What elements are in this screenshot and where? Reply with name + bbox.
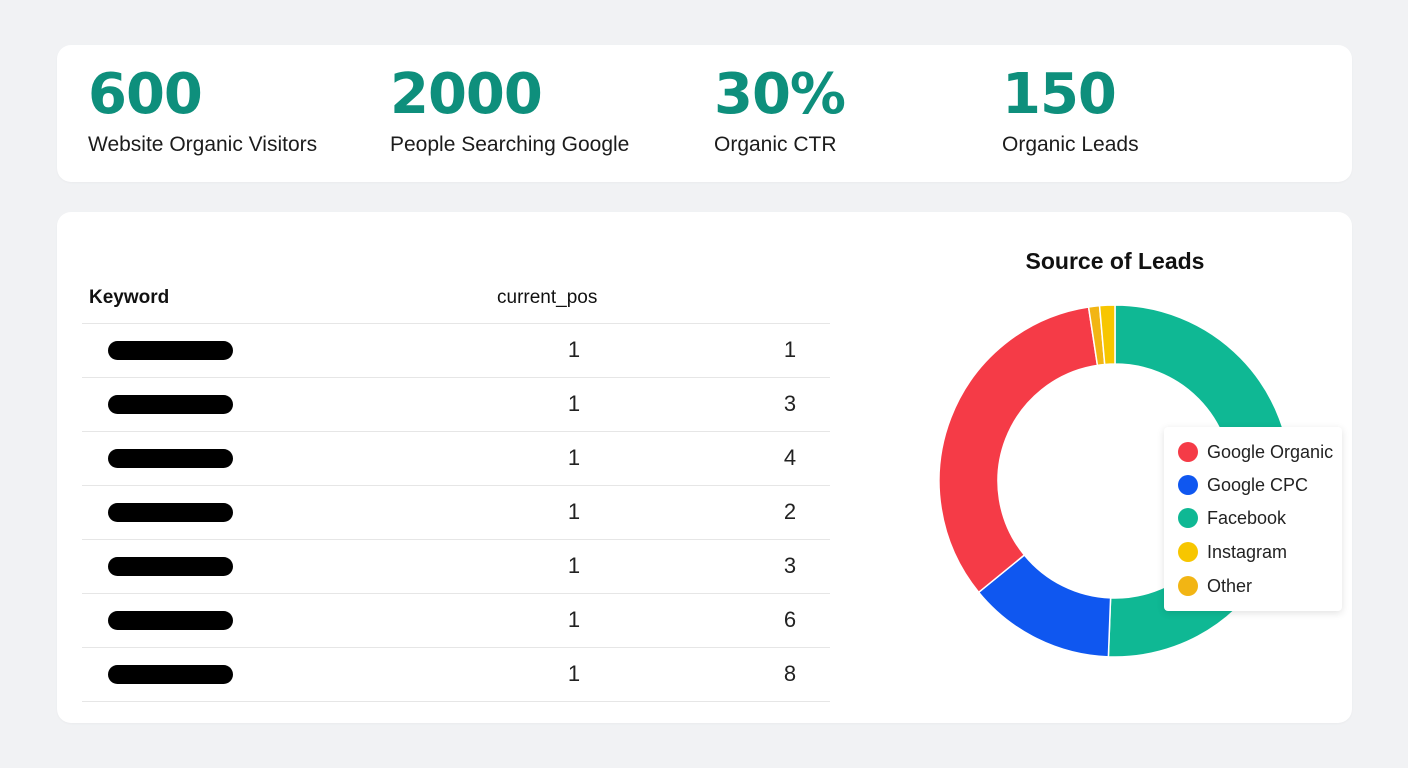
table-row[interactable]: 1 6	[82, 594, 830, 648]
table-row[interactable]: 1 4	[82, 432, 830, 486]
legend-label: Other	[1207, 575, 1253, 596]
kpi-organic-visitors: 600 Website Organic Visitors	[88, 63, 317, 157]
slice-google-organic[interactable]	[938, 306, 1099, 594]
table-row[interactable]: 1 3	[82, 378, 830, 432]
table-row[interactable]: 1 2	[82, 486, 830, 540]
cell-current-pos: 1	[567, 607, 581, 632]
legend-label: Google CPC	[1207, 474, 1309, 495]
legend-item-google-cpc[interactable]: Google CPC	[1178, 473, 1308, 497]
cell-value: 1	[783, 337, 797, 362]
kpi-label: Website Organic Visitors	[88, 133, 318, 156]
chart-title: Source of Leads	[1025, 248, 1205, 274]
cell-current-pos: 1	[567, 553, 581, 578]
legend-swatch	[1178, 508, 1198, 528]
redacted-keyword	[108, 341, 233, 360]
cell-current-pos: 1	[567, 337, 581, 362]
kpi-value: 30%	[714, 62, 846, 127]
legend-label: Google Organic	[1207, 441, 1334, 462]
redacted-keyword	[108, 503, 233, 522]
cell-value: 6	[783, 607, 797, 632]
kpi-card: 600 Website Organic Visitors 2000 People…	[57, 45, 1352, 182]
redacted-keyword	[108, 557, 233, 576]
cell-current-pos: 1	[567, 391, 581, 416]
legend-swatch	[1178, 475, 1198, 495]
legend-label: Facebook	[1207, 507, 1287, 528]
legend-item-google-organic[interactable]: Google Organic	[1178, 440, 1333, 464]
legend-item-instagram[interactable]: Instagram	[1178, 540, 1287, 564]
cell-current-pos: 1	[567, 499, 581, 524]
redacted-keyword	[108, 395, 233, 414]
slice-instagram[interactable]	[1098, 304, 1116, 366]
kpi-people-searching: 2000 People Searching Google	[390, 63, 629, 157]
redacted-keyword	[108, 665, 233, 684]
keyword-table: Keyword current_pos 1 1 1 3 1 4 1 2 1 3	[82, 282, 830, 702]
kpi-organic-ctr: 30% Organic CTR	[714, 62, 846, 157]
cell-current-pos: 1	[567, 445, 581, 470]
column-header-keyword[interactable]: Keyword	[89, 287, 170, 308]
main-card: Keyword current_pos 1 1 1 3 1 4 1 2 1 3	[57, 212, 1352, 723]
column-header-current-pos[interactable]: current_pos	[497, 287, 598, 308]
legend-swatch	[1178, 542, 1198, 562]
kpi-value: 600	[88, 62, 203, 127]
chart-legend: Google Organic Google CPC Facebook Insta…	[1164, 427, 1342, 611]
kpi-label: Organic CTR	[714, 133, 837, 156]
table-row[interactable]: 1 1	[82, 324, 830, 378]
kpi-value: 150	[1002, 62, 1117, 127]
table-row[interactable]: 1 3	[82, 540, 830, 594]
table-row[interactable]: 1 8	[82, 648, 830, 702]
cell-value: 8	[783, 661, 797, 686]
cell-current-pos: 1	[567, 661, 581, 686]
table-header: Keyword current_pos	[82, 282, 830, 324]
cell-value: 4	[783, 445, 797, 470]
kpi-label: People Searching Google	[390, 133, 630, 156]
legend-swatch	[1178, 576, 1198, 596]
kpi-value: 2000	[390, 62, 543, 127]
redacted-keyword	[108, 449, 233, 468]
kpi-organic-leads: 150 Organic Leads	[1002, 63, 1139, 157]
cell-value: 2	[783, 499, 797, 524]
cell-value: 3	[783, 391, 797, 416]
legend-label: Instagram	[1207, 541, 1288, 562]
cell-value: 3	[783, 553, 797, 578]
legend-item-other[interactable]: Other	[1178, 574, 1252, 598]
legend-item-facebook[interactable]: Facebook	[1178, 506, 1286, 530]
legend-swatch	[1178, 442, 1198, 462]
redacted-keyword	[108, 611, 233, 630]
kpi-label: Organic Leads	[1002, 133, 1139, 156]
